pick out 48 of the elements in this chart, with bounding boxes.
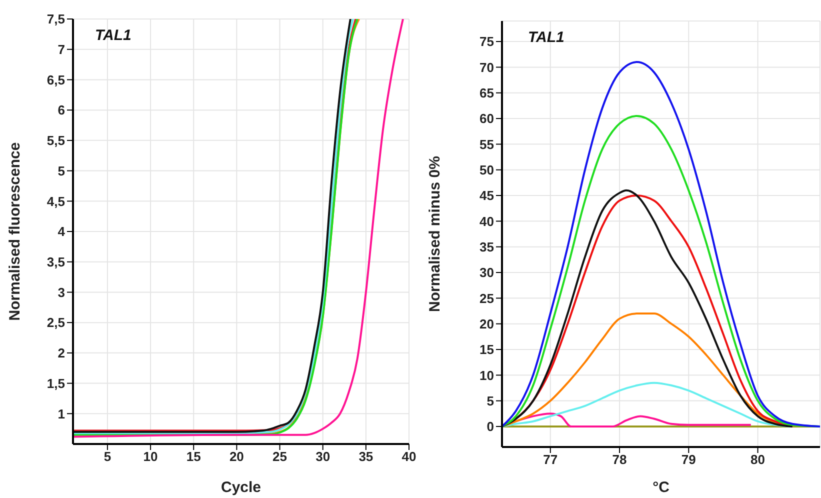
x-tick-label: 5 [104, 449, 112, 464]
y-tick-label: 5 [58, 163, 65, 178]
x-tick-label: 20 [229, 449, 244, 464]
y-tick-label: 5,5 [46, 133, 65, 148]
y-tick-label: 3 [58, 284, 65, 300]
y-tick-label: 75 [480, 34, 494, 50]
y-tick-label: 5 [486, 393, 494, 408]
y-tick-label: 45 [480, 188, 494, 204]
y-tick-label: 60 [480, 111, 494, 126]
y-axis-title: Normalised minus 0% [426, 156, 444, 312]
annotation: TAL1 [95, 27, 132, 44]
y-tick-label: 20 [480, 316, 494, 332]
y-tick-label: 30 [480, 265, 494, 280]
y-tick-label: 40 [480, 214, 494, 229]
y-tick-label: 70 [480, 60, 494, 75]
y-tick-label: 55 [480, 136, 494, 152]
x-axis-title: Cycle [220, 479, 262, 496]
x-tick-label: 77 [543, 452, 558, 468]
x-tick-label: 15 [186, 449, 201, 464]
y-tick-label: 0 [486, 419, 494, 434]
x-tick-label: 40 [402, 449, 416, 464]
y-tick-label: 4 [58, 224, 66, 240]
x-tick-label: 78 [612, 452, 627, 468]
y-tick-label: 10 [480, 368, 494, 383]
y-tick-label: 15 [480, 342, 494, 358]
y-axis-title: Normalised fluorescence [6, 142, 24, 321]
x-axis-title: °C [652, 479, 670, 496]
y-tick-label: 25 [480, 290, 494, 306]
y-tick-label: 2,5 [46, 315, 65, 330]
x-tick-label: 35 [358, 449, 374, 464]
annotation: TAL1 [528, 29, 564, 46]
y-tick-label: 7,5 [46, 12, 65, 27]
y-tick-label: 1 [58, 406, 65, 422]
y-tick-label: 3,5 [46, 254, 65, 270]
x-tick-label: 30 [316, 449, 330, 464]
y-tick-label: 4,5 [46, 194, 65, 209]
y-tick-label: 1,5 [46, 376, 65, 391]
x-tick-label: 79 [681, 452, 696, 468]
y-tick-label: 65 [480, 85, 494, 100]
x-tick-label: 80 [750, 452, 766, 468]
y-tick-label: 7 [58, 42, 65, 57]
y-tick-label: 6,5 [46, 72, 65, 88]
x-tick-label: 10 [143, 449, 158, 464]
x-tick-label: 25 [272, 449, 288, 464]
y-tick-label: 2 [58, 346, 65, 361]
y-tick-label: 35 [480, 239, 494, 254]
y-tick-label: 50 [480, 162, 494, 178]
y-tick-label: 6 [58, 102, 65, 118]
